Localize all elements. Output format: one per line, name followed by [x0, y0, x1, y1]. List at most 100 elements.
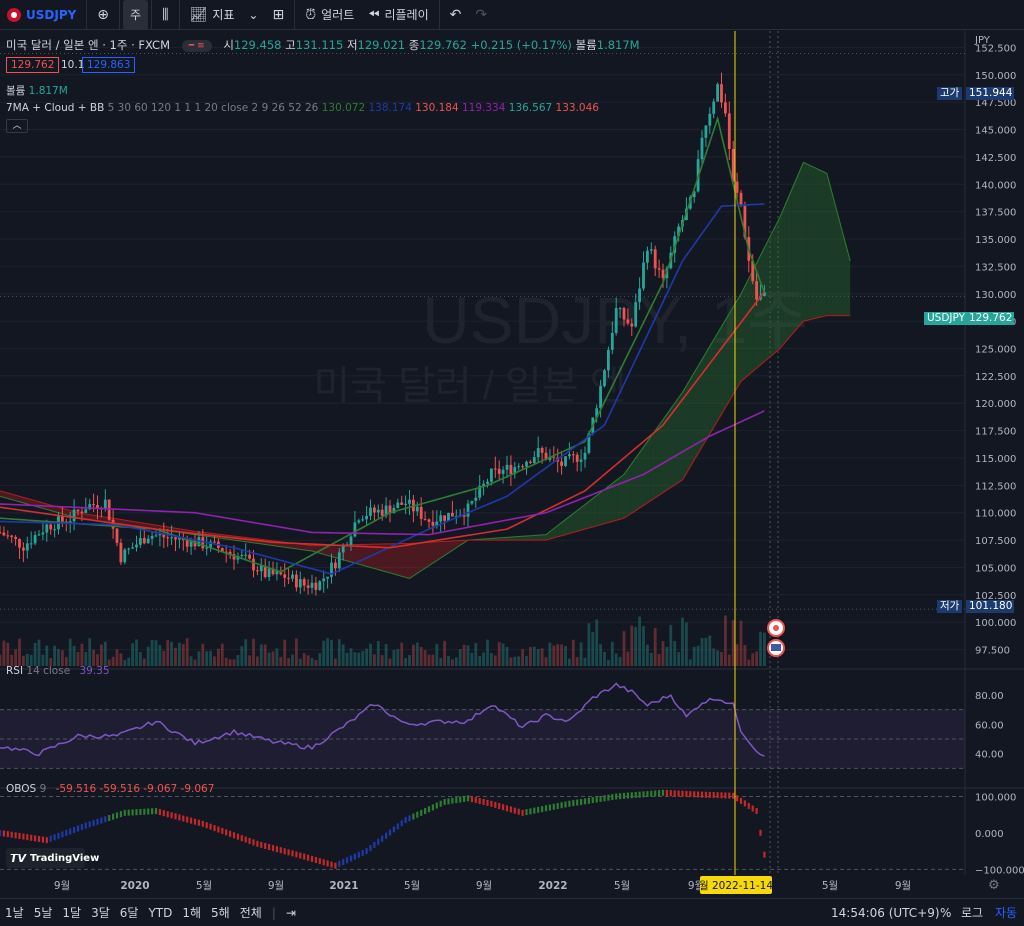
sell-quote[interactable]: 129.762	[6, 57, 60, 73]
volume-bar	[724, 615, 727, 666]
range-3m[interactable]: 3달	[91, 906, 110, 920]
add-symbol-button[interactable]: ⊕	[90, 0, 116, 30]
replay-button[interactable]: ⏪︎ 리플레이	[361, 0, 435, 30]
cloud-segment	[530, 535, 535, 541]
volume-bar	[419, 647, 423, 666]
volume-bar	[763, 632, 766, 666]
time-tick-label: 9월	[476, 880, 492, 892]
range-5y[interactable]: 5해	[211, 906, 230, 920]
cloud-segment	[744, 278, 749, 379]
cloud-segment	[838, 217, 843, 316]
cloud-segment	[128, 520, 133, 526]
ma-line-ma-long	[0, 291, 766, 549]
candle-body	[482, 483, 485, 486]
event-markers[interactable]	[767, 619, 785, 657]
indicators-button[interactable]: 📈︎ 지표	[183, 0, 242, 30]
range-all[interactable]: 전체	[239, 906, 262, 920]
cloud-segment	[553, 525, 558, 538]
volume-bar	[380, 655, 384, 666]
grid-icon: ⊞	[272, 6, 285, 23]
volume-bar	[76, 652, 80, 666]
volume-bar	[482, 652, 485, 666]
settings-gear-icon[interactable]: ⚙	[988, 878, 1000, 893]
open-value: 129.458	[233, 38, 282, 52]
candle-body	[447, 512, 450, 521]
log-toggle[interactable]: 로그	[961, 906, 984, 920]
candle-body	[185, 540, 189, 547]
ma-value-1: 130.072	[321, 102, 366, 114]
price-axis[interactable]: 97.500 100.000 102.500 105.000 107.500 110.00…	[975, 43, 1024, 876]
cloud-segment	[772, 224, 777, 356]
volume-bar	[536, 648, 540, 666]
undo-button[interactable]: ↶	[443, 0, 469, 30]
cloud-segment	[444, 541, 449, 556]
volume-bar	[700, 638, 704, 666]
tradingview-logo[interactable]: 𝙏𝙑 TradingView	[6, 848, 99, 868]
range-ytd[interactable]: YTD	[148, 905, 173, 920]
auto-toggle[interactable]: 자동	[995, 906, 1018, 920]
buy-quote[interactable]: 129.863	[82, 57, 136, 73]
time-axis[interactable]: 9월 2020 5월 9월 2021 5월 9월 2022 5월 9월 5월 9월	[54, 880, 911, 892]
volume-bar	[731, 620, 735, 666]
candle-body	[154, 535, 158, 537]
alert-button[interactable]: ⏰︎ 얼러트	[298, 0, 361, 30]
candle-body	[10, 535, 14, 537]
cloud-segment	[612, 480, 617, 522]
candle-body	[716, 84, 719, 102]
interval-button[interactable]: 주	[123, 0, 149, 30]
volume-bar	[696, 645, 700, 666]
candle-body	[638, 288, 641, 303]
ma-value-4: 119.334	[462, 102, 506, 114]
percent-toggle[interactable]: %	[940, 905, 952, 920]
volume-bar	[217, 648, 220, 666]
indicators-dropdown[interactable]: ⌄	[241, 0, 265, 30]
time-tick-label: 9월	[895, 880, 911, 892]
ma-value-2: 138.174	[368, 102, 412, 114]
obos-tick-label: 0.000	[975, 829, 1004, 840]
clock[interactable]: 14:54:06 (UTC+9)	[831, 905, 940, 920]
cloud-segment	[596, 492, 601, 526]
volume-bar	[131, 643, 134, 666]
chart-canvas[interactable]: USDJPY, 1주 미국 달러 / 일본 엔 97.500100.000102…	[0, 31, 1024, 898]
volume-bar	[669, 624, 673, 666]
volume-bar	[544, 657, 548, 666]
volume-bar	[365, 648, 368, 666]
candle-body	[657, 268, 661, 270]
cloud-segment	[592, 495, 597, 527]
volume-bar	[283, 639, 287, 666]
range-5d[interactable]: 5날	[33, 906, 53, 920]
symbol-button[interactable]: USDJPY	[0, 0, 83, 30]
collapse-button[interactable]: ︿	[6, 119, 28, 133]
volume-bar	[595, 619, 599, 666]
layout-button[interactable]: ⊞	[265, 0, 291, 30]
cloud-segment	[81, 513, 86, 520]
candle-body	[529, 461, 532, 463]
time-tick-label: 5월	[404, 880, 420, 892]
candle-body	[365, 515, 368, 520]
candle-body	[158, 534, 162, 536]
eye-toggle[interactable]: ━ ≡	[181, 39, 212, 52]
cloud-segment	[93, 515, 98, 521]
redo-button[interactable]: ↷	[468, 0, 494, 30]
rsi-value: 39.35	[79, 665, 110, 677]
price-tick-label: 142.500	[975, 153, 1016, 164]
volume-bar	[497, 642, 501, 666]
price-tick-label: 112.500	[975, 481, 1016, 492]
rsi-tick-label: 80.00	[975, 691, 1004, 702]
candle-body	[123, 549, 127, 563]
candle-body	[653, 249, 657, 269]
cloud-segment	[659, 419, 663, 496]
ma-line-ma-xlong	[0, 410, 765, 536]
volume-bar	[236, 654, 240, 666]
close-value: 129.762	[419, 38, 467, 52]
range-1m[interactable]: 1달	[62, 906, 82, 920]
cloud-segment	[23, 497, 28, 504]
candle-body	[451, 512, 454, 517]
candle-body	[603, 370, 606, 387]
range-1y[interactable]: 1해	[182, 906, 202, 920]
chart-type-button[interactable]: ⫼	[155, 0, 175, 30]
range-1d[interactable]: 1날	[5, 906, 24, 920]
volume-bar	[357, 652, 361, 666]
date-range-icon[interactable]: ⇥	[285, 905, 296, 920]
range-6m[interactable]: 6달	[119, 906, 139, 920]
